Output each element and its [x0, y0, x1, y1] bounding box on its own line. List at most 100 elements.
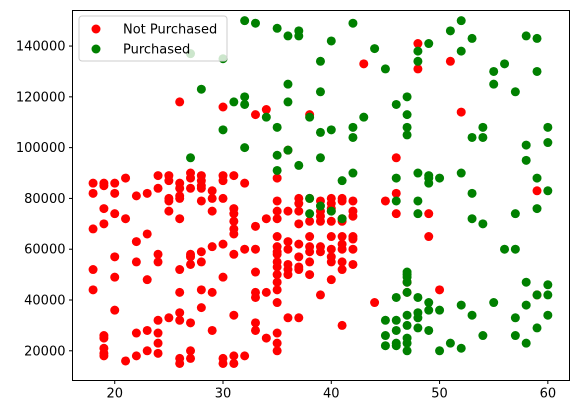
not-purchased-point [131, 257, 141, 267]
purchased-point [294, 31, 304, 41]
purchased-point [337, 176, 347, 186]
not-purchased-point [175, 358, 185, 368]
purchased-point [456, 300, 466, 310]
purchased-point [391, 325, 401, 335]
purchased-point [315, 56, 325, 66]
not-purchased-point [391, 153, 401, 163]
purchased-point [489, 79, 499, 89]
purchased-point [467, 132, 477, 142]
purchased-point [532, 66, 542, 76]
legend-label: Not Purchased [123, 23, 217, 38]
purchased-point [413, 323, 423, 333]
not-purchased-point [326, 244, 336, 254]
purchased-point [521, 277, 531, 287]
not-purchased-point [175, 97, 185, 107]
not-purchased-point [272, 232, 282, 242]
not-purchased-point [175, 308, 185, 318]
x-tick-label: 30 [215, 387, 232, 402]
purchased-point [510, 209, 520, 219]
not-purchased-point [294, 313, 304, 323]
not-purchased-point [272, 206, 282, 216]
purchased-point [543, 138, 553, 148]
purchased-point [521, 31, 531, 41]
not-purchased-point [207, 193, 217, 203]
not-purchased-point [424, 232, 434, 242]
not-purchased-point [348, 196, 358, 206]
y-tick-label: 20000 [24, 344, 65, 359]
purchased-point [326, 125, 336, 135]
purchased-point [424, 178, 434, 188]
points-layer [88, 16, 553, 368]
not-purchased-point [348, 211, 358, 221]
not-purchased-point [142, 325, 152, 335]
not-purchased-point [326, 216, 336, 226]
not-purchased-point [164, 206, 174, 216]
not-purchased-point [348, 244, 358, 254]
not-purchased-point [413, 64, 423, 74]
not-purchased-point [391, 188, 401, 198]
legend-box [78, 15, 228, 62]
purchased-point [196, 84, 206, 94]
purchased-point [500, 59, 510, 69]
not-purchased-point [131, 237, 141, 247]
purchased-point [315, 201, 325, 211]
not-purchased-point [196, 303, 206, 313]
purchased-point [315, 87, 325, 97]
purchased-point [456, 46, 466, 56]
not-purchased-point [283, 237, 293, 247]
not-purchased-point [88, 224, 98, 234]
purchased-point [186, 153, 196, 163]
not-purchased-point [88, 178, 98, 188]
purchased-point [413, 46, 423, 56]
purchased-point [283, 97, 293, 107]
purchased-point [305, 112, 315, 122]
not-purchased-point [142, 275, 152, 285]
not-purchased-point [445, 56, 455, 66]
y-tick-label: 120000 [16, 90, 66, 105]
not-purchased-point [337, 320, 347, 330]
purchased-point [532, 204, 542, 214]
not-purchased-point [294, 265, 304, 275]
purchased-point [348, 18, 358, 28]
purchased-point [424, 298, 434, 308]
not-purchased-point [218, 239, 228, 249]
purchased-point [326, 206, 336, 216]
x-tick-label: 20 [106, 387, 123, 402]
purchased-point [543, 280, 553, 290]
not-purchased-point [337, 257, 347, 267]
purchased-point [413, 168, 423, 178]
not-purchased-point [99, 181, 109, 191]
not-purchased-point [250, 110, 260, 120]
purchased-point [413, 196, 423, 206]
purchased-point [380, 331, 390, 341]
purchased-point [489, 66, 499, 76]
purchased-point [283, 31, 293, 41]
purchased-point [478, 132, 488, 142]
purchased-point [315, 153, 325, 163]
not-purchased-point [142, 346, 152, 356]
purchased-point [402, 130, 412, 140]
not-purchased-point [337, 244, 347, 254]
purchased-point [272, 23, 282, 33]
purchased-point [402, 338, 412, 348]
not-purchased-point [315, 247, 325, 257]
purchased-point [500, 244, 510, 254]
not-purchased-point [305, 216, 315, 226]
not-purchased-point [294, 206, 304, 216]
not-purchased-point [337, 232, 347, 242]
not-purchased-point [250, 318, 260, 328]
purchased-point [240, 143, 250, 153]
purchased-point [380, 341, 390, 351]
purchased-point [521, 140, 531, 150]
not-purchased-point [229, 171, 239, 181]
not-purchased-point [142, 229, 152, 239]
not-purchased-point [186, 353, 196, 363]
not-purchased-point [164, 176, 174, 186]
not-purchased-point [186, 259, 196, 269]
purchased-point [250, 18, 260, 28]
not-purchased-point [272, 262, 282, 272]
purchased-point [435, 346, 445, 356]
purchased-point [240, 16, 250, 26]
y-tick-label: 60000 [24, 243, 65, 258]
not-purchased-point [88, 188, 98, 198]
